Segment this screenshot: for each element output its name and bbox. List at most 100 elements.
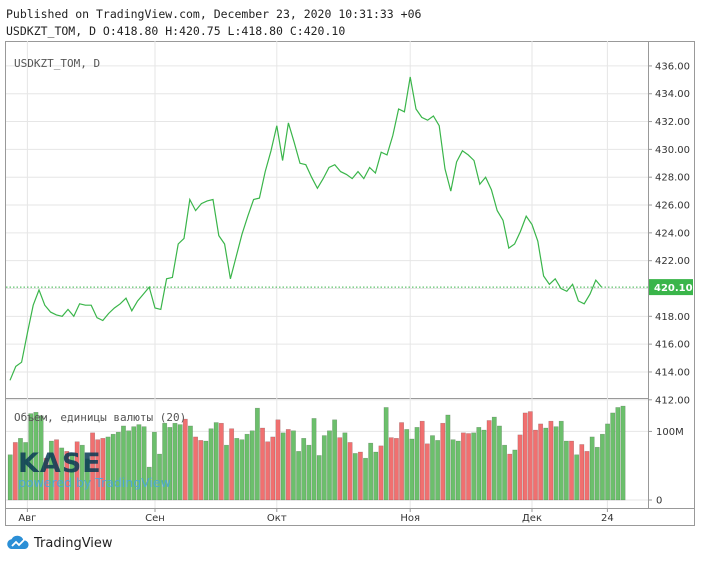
volume-bar [18,438,23,501]
volume-bar [193,436,198,501]
volume-bar [121,425,126,501]
volume-bar [90,432,96,501]
volume-bar [579,444,585,501]
volume-bar [476,427,482,501]
volume-bar [244,433,250,501]
volume-bar [424,443,430,501]
volume-bar [85,458,90,501]
volume-bar [419,420,425,501]
volume-bar [383,407,389,501]
volume-bar [229,428,235,501]
volume-bar [239,439,245,501]
y-tick-label: 434.00 [655,89,690,100]
volume-bar [399,422,404,501]
volume-bar [497,425,502,501]
volume-bar [502,444,507,501]
volume-bar [378,445,384,501]
ohlc-line: USDKZT_TOM, D O:418.80 H:420.75 L:418.80… [6,24,346,38]
y-tick-label: 412.00 [655,395,690,406]
volume-bar [126,430,132,501]
volume-bar [188,425,193,501]
kase-logo: KASE [18,448,102,479]
volume-bar [327,430,332,501]
volume-bar [347,442,353,501]
volume-bar [146,466,152,501]
volume-bar [440,422,446,501]
volume-bar [33,411,39,501]
volume-bar [481,429,487,501]
volume-bar [352,453,358,501]
volume-bar [79,444,85,501]
volume-bar [450,439,456,501]
volume-bar [182,418,188,501]
volume-bars [7,405,626,501]
volume-bar [110,433,116,501]
tradingview-brand: TradingView [34,535,113,551]
volume-bar [301,438,307,501]
price-series [6,76,648,381]
volume-bar [12,442,18,501]
volume-bar [254,407,260,501]
volume-bar [445,414,451,501]
volume-bar [404,429,410,501]
volume-bar [311,418,317,501]
volume-bar [558,420,564,501]
volume-bar [291,430,296,501]
last-price-badge [649,279,693,296]
published-line: Published on TradingView.com, December 2… [6,7,422,21]
volume-bar [363,457,368,501]
volume-bar [167,427,173,501]
volume-bar [95,439,101,501]
volume-bar [388,437,394,501]
volume-bar [218,422,224,501]
volume-bar [316,455,322,501]
y-tick-label: 436.00 [655,61,690,72]
volume-bar [203,440,209,501]
x-tick-label: Ноя [400,513,420,524]
vol-tick-label: 0 [656,496,662,507]
volume-bar [455,440,461,501]
y-tick-label: 424.00 [655,228,690,239]
volume-bar [43,457,49,501]
volume-bar [265,441,271,501]
price-line [9,76,603,381]
volume-bar [357,451,363,501]
volume-bar [157,453,162,501]
y-tick-label: 422.00 [655,256,690,267]
volume-bar [141,426,147,501]
y-tick-label: 414.00 [655,367,690,378]
volume-bar [136,424,142,501]
volume-bar [605,423,611,501]
volume-bar [59,447,65,501]
volume-bar [430,435,435,501]
volume-bar [471,432,477,501]
volume-bar [172,422,178,501]
volume-bar [69,453,75,501]
volume-bar [296,451,301,501]
volume-bar [574,454,580,501]
volume-bar [373,451,379,501]
grid [6,41,648,508]
volume-bar [306,444,312,501]
volume-bar [491,416,497,501]
volume-bar [486,420,492,501]
kase-watermark: KASE powered by TradingView [18,448,171,490]
volume-bar [589,436,595,501]
volume-bar [213,422,219,501]
volume-bar [620,405,626,501]
y-tick-label: 432.00 [655,117,690,128]
volume-bar [48,440,54,501]
volume-bar [234,438,240,501]
volume-bar [162,422,168,501]
volume-bar [538,423,544,501]
y-tick-label: 418.00 [655,312,690,323]
volume-bar [249,430,255,501]
volume-bar [409,438,415,501]
volume-bar [64,451,70,501]
volume-bar [553,426,559,501]
volume-bar [342,432,348,501]
x-tick-label: Авг [18,513,36,524]
y-tick-label: 426.00 [655,201,690,212]
footer[interactable]: TradingView [6,535,113,551]
